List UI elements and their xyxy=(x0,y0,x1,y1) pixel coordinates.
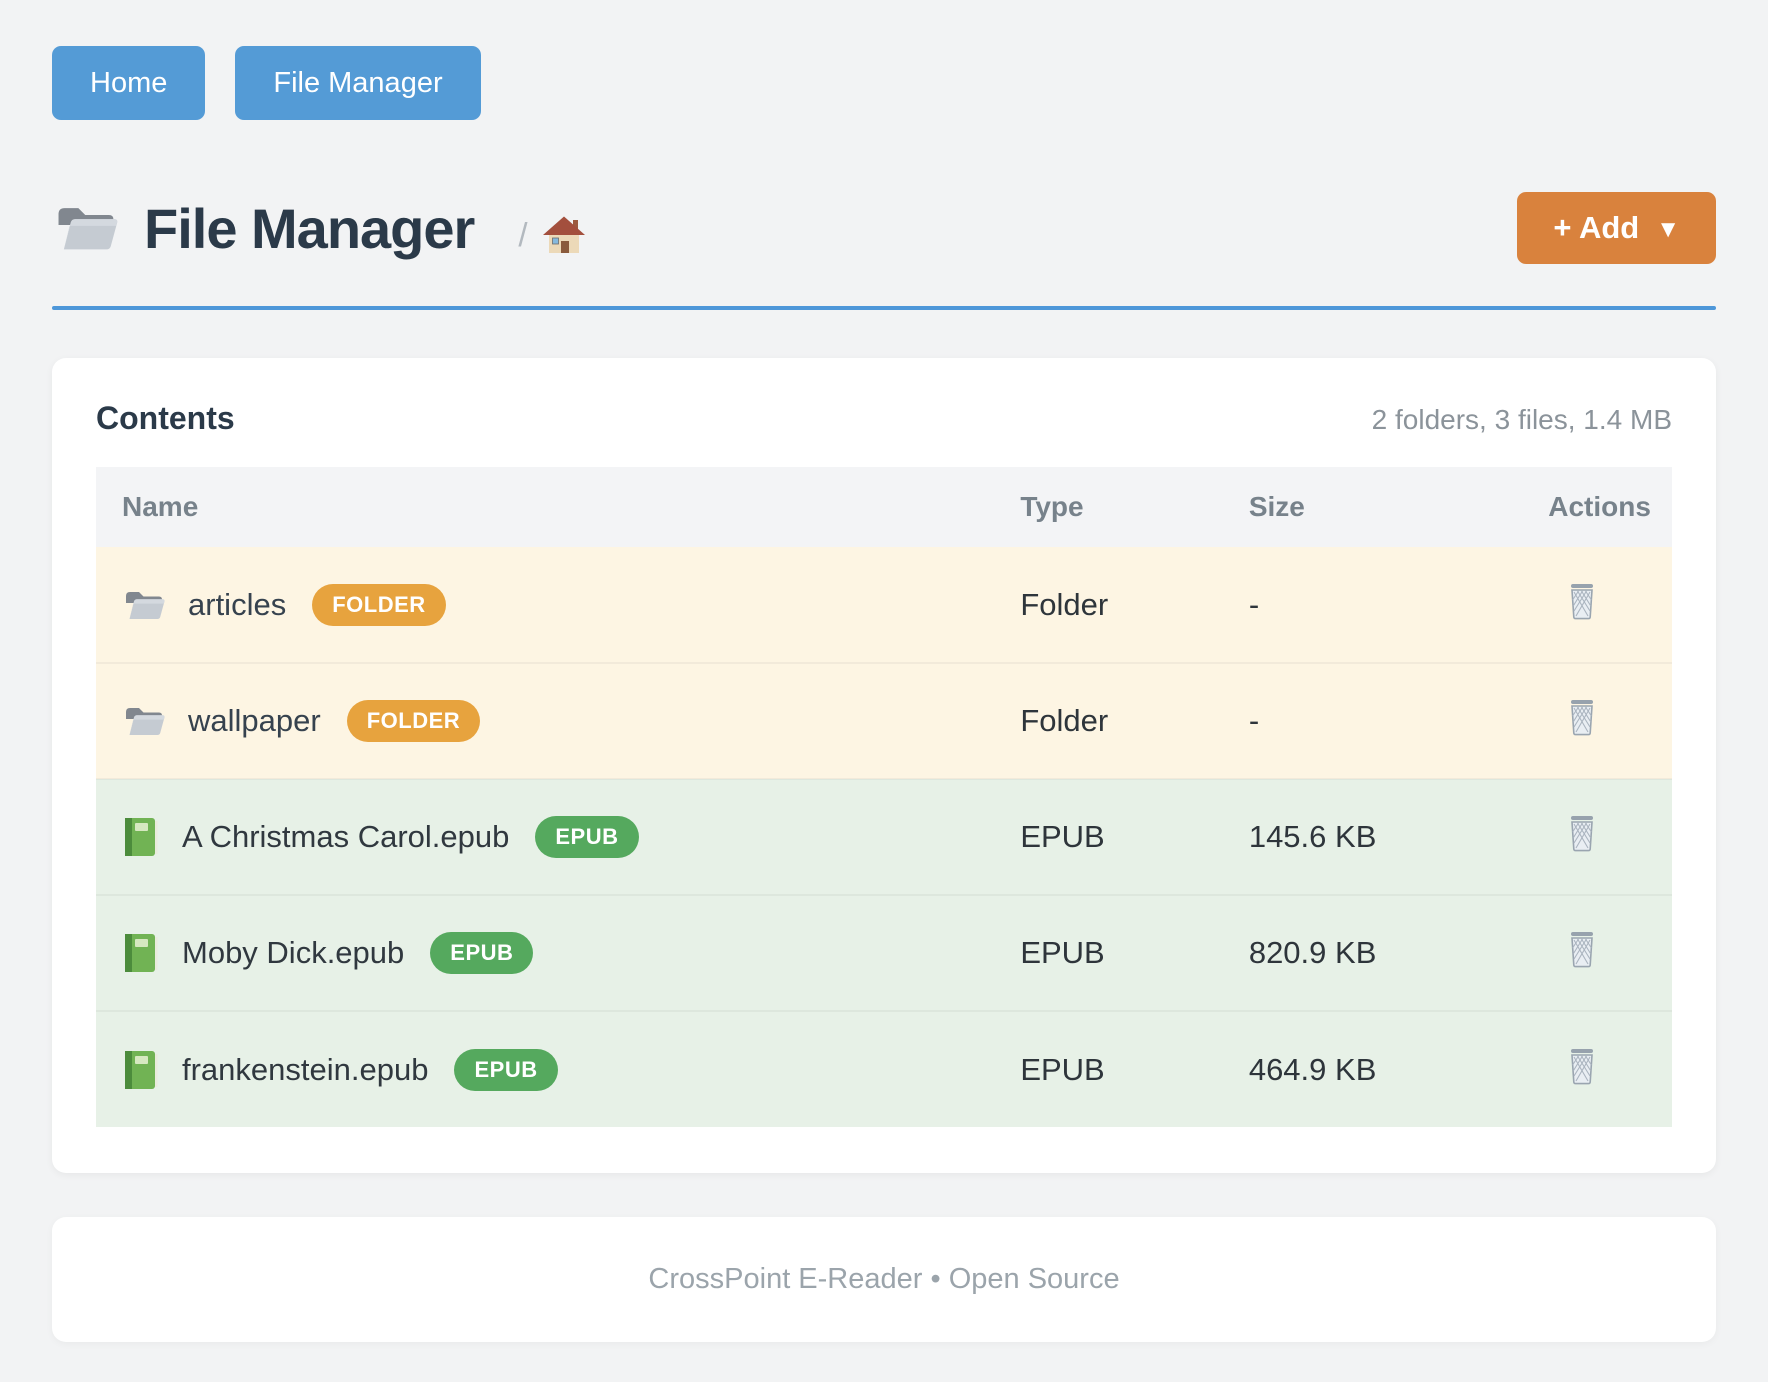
contents-card-header: Contents 2 folders, 3 files, 1.4 MB xyxy=(96,400,1672,437)
book-icon xyxy=(122,932,160,974)
row-name: Moby Dick.epub xyxy=(182,935,405,970)
column-header-type: Type xyxy=(994,467,1223,547)
book-icon xyxy=(122,816,160,858)
type-badge: EPUB xyxy=(454,1048,558,1091)
trash-icon xyxy=(1564,581,1600,621)
delete-button[interactable] xyxy=(1564,581,1600,624)
row-name: frankenstein.epub xyxy=(182,1051,429,1087)
column-header-name: Name xyxy=(96,467,995,547)
contents-table: Name Type Size Actions articles FOLDER Fol… xyxy=(96,467,1672,1127)
row-size: - xyxy=(1222,662,1523,779)
add-button[interactable]: + Add ▼ xyxy=(1517,192,1716,264)
title-wrap: File Manager / xyxy=(52,196,586,261)
delete-button[interactable] xyxy=(1564,929,1600,972)
delete-button[interactable] xyxy=(1564,813,1600,856)
row-size: 820.9 KB xyxy=(1222,894,1523,1011)
row-size: 464.9 KB xyxy=(1222,1010,1523,1127)
nav-file-manager-button[interactable]: File Manager xyxy=(235,46,481,120)
table-row[interactable]: frankenstein.epub EPUB EPUB 464.9 KB xyxy=(96,1010,1672,1127)
contents-title: Contents xyxy=(96,400,235,436)
header-divider xyxy=(52,306,1716,310)
page-header: File Manager / + Add ▼ xyxy=(52,192,1716,264)
row-type: Folder xyxy=(994,662,1223,779)
table-row[interactable]: Moby Dick.epub EPUB EPUB 820.9 KB xyxy=(96,894,1672,1011)
top-nav: Home File Manager xyxy=(52,46,1716,120)
delete-button[interactable] xyxy=(1564,697,1600,740)
delete-button[interactable] xyxy=(1564,1046,1600,1089)
footer-card: CrossPoint E-Reader • Open Source xyxy=(52,1217,1716,1342)
footer-text: CrossPoint E-Reader • Open Source xyxy=(648,1263,1120,1295)
trash-icon xyxy=(1564,929,1600,969)
table-header-row: Name Type Size Actions xyxy=(96,467,1672,547)
column-header-size: Size xyxy=(1222,467,1523,547)
row-type: EPUB xyxy=(994,894,1223,1011)
row-size: 145.6 KB xyxy=(1222,778,1523,895)
row-type: EPUB xyxy=(994,1010,1223,1127)
house-icon[interactable] xyxy=(542,215,586,255)
table-row[interactable]: wallpaper FOLDER Folder - xyxy=(96,662,1672,779)
type-badge: EPUB xyxy=(535,816,639,858)
row-name: A Christmas Carol.epub xyxy=(182,819,510,854)
folder-icon xyxy=(52,199,120,257)
row-type: EPUB xyxy=(994,778,1223,895)
row-name: articles xyxy=(188,586,287,622)
add-button-label: + Add xyxy=(1553,210,1640,245)
book-icon xyxy=(122,1049,160,1091)
row-size: - xyxy=(1248,586,1260,622)
nav-home-button[interactable]: Home xyxy=(52,46,206,120)
folder-icon xyxy=(122,702,166,740)
trash-icon xyxy=(1564,1046,1600,1086)
page-title: File Manager xyxy=(144,196,475,260)
breadcrumb-separator: / xyxy=(518,216,528,253)
table-row[interactable]: A Christmas Carol.epub EPUB EPUB 145.6 KB xyxy=(96,778,1672,895)
row-type: Folder xyxy=(1020,586,1109,622)
column-header-actions: Actions xyxy=(1522,467,1672,547)
contents-table-body: articles FOLDER Folder - wallpaper FOLDER Fold… xyxy=(96,547,1672,1127)
table-row[interactable]: articles FOLDER Folder - xyxy=(96,547,1672,663)
folder-icon xyxy=(122,586,166,624)
type-badge: EPUB xyxy=(430,932,534,974)
trash-icon xyxy=(1564,813,1600,853)
chevron-down-icon: ▼ xyxy=(1656,215,1680,243)
row-name: wallpaper xyxy=(188,703,321,738)
type-badge: FOLDER xyxy=(312,583,446,626)
trash-icon xyxy=(1564,697,1600,737)
contents-summary: 2 folders, 3 files, 1.4 MB xyxy=(1371,404,1672,435)
breadcrumb: / xyxy=(518,201,585,255)
type-badge: FOLDER xyxy=(346,700,481,742)
contents-card: Contents 2 folders, 3 files, 1.4 MB Name… xyxy=(52,358,1716,1173)
